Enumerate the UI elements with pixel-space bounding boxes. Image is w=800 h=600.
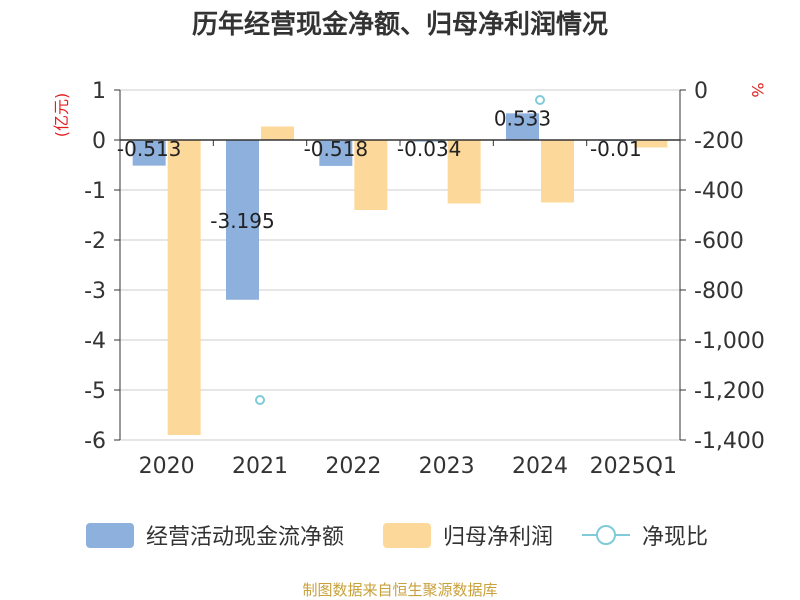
left-axis-tick-label: -3 <box>84 279 106 304</box>
data-labels: -0.513 -3.195 -0.518 -0.034 0.533 -0.01 <box>117 106 642 232</box>
data-label-cash-flow-2024: 0.533 <box>494 106 551 130</box>
data-label-cash-flow-2022: -0.518 <box>304 137 368 161</box>
legend-label-cash-flow: 经营活动现金流净额 <box>146 525 344 550</box>
left-axis-tick-label: -5 <box>84 379 106 404</box>
source-note: 制图数据来自恒生聚源数据库 <box>302 581 498 599</box>
bar-net-profit-2024 <box>541 140 574 203</box>
bar-cash-flow-2020 <box>132 140 166 166</box>
bar-cash-flow-2022 <box>319 140 353 166</box>
point-ratio-2024 <box>535 95 545 105</box>
left-axis-tick-label: -1 <box>84 179 106 204</box>
left-axis-tick-label: 0 <box>92 129 106 154</box>
point-ratio-2021 <box>255 395 265 405</box>
bar-cash-flow-2021 <box>226 140 259 300</box>
bar-net-profit-2023 <box>447 140 481 204</box>
scatter-points <box>255 95 545 405</box>
bar-cash-flow-2023 <box>412 140 446 142</box>
x-axis-tick-label: 2020 <box>139 454 195 479</box>
chart-title: 历年经营现金净额、归母净利润情况 <box>191 10 608 40</box>
bar-net-profit-2021 <box>261 126 294 140</box>
bar-cash-flow-2024 <box>506 113 539 140</box>
right-axis-tick-label: 0 <box>694 79 708 104</box>
bar-net-profit-2022 <box>354 140 388 210</box>
legend-label-net-profit: 归母净利润 <box>443 525 553 550</box>
legend-swatch-cash-flow <box>86 523 134 548</box>
right-axis-tick-label: -1,400 <box>694 429 765 454</box>
bars <box>132 113 668 435</box>
right-axis-tick-label: -800 <box>694 279 744 304</box>
bar-net-profit-2020 <box>167 140 201 435</box>
x-axis-tick-label: 2021 <box>232 454 288 479</box>
right-axis-tick-label: -600 <box>694 229 744 254</box>
grid-lines <box>120 89 680 441</box>
bar-net-profit-2025Q1 <box>634 140 668 148</box>
right-axis-tick-label: -400 <box>694 179 744 204</box>
x-axis-tick-label: 2024 <box>512 454 568 479</box>
x-axis-tick-label: 2025Q1 <box>590 454 677 479</box>
left-axis-title: (亿元) <box>52 93 71 138</box>
left-axis-tick-label: -6 <box>84 429 106 454</box>
right-axis-title: % <box>748 82 767 97</box>
x-axis-tick-label: 2022 <box>325 454 381 479</box>
right-axis-tick-label: -200 <box>694 129 744 154</box>
axes: 1 0 -1 -2 -3 -4 -5 -6 0 -200 -400 -600 -800 -1,000 -1,… <box>52 79 767 479</box>
x-axis-tick-label: 2023 <box>419 454 475 479</box>
right-axis-tick-label: -1,000 <box>694 329 765 354</box>
left-axis-tick-label: -4 <box>84 329 106 354</box>
data-label-cash-flow-2025Q1: -0.01 <box>590 137 642 161</box>
right-axis-tick-label: -1,200 <box>694 379 765 404</box>
data-label-cash-flow-2021: -3.195 <box>210 209 274 233</box>
data-label-cash-flow-2020: -0.513 <box>117 137 181 161</box>
legend-swatch-net-profit <box>383 523 431 548</box>
data-label-cash-flow-2023: -0.034 <box>397 137 461 161</box>
legend-label-ratio: 净现比 <box>642 525 708 550</box>
legend: 经营活动现金流净额 归母净利润 净现比 <box>86 523 708 550</box>
legend-marker-ratio <box>596 525 616 545</box>
left-axis-tick-label: -2 <box>84 229 106 254</box>
left-axis-tick-label: 1 <box>92 79 106 104</box>
